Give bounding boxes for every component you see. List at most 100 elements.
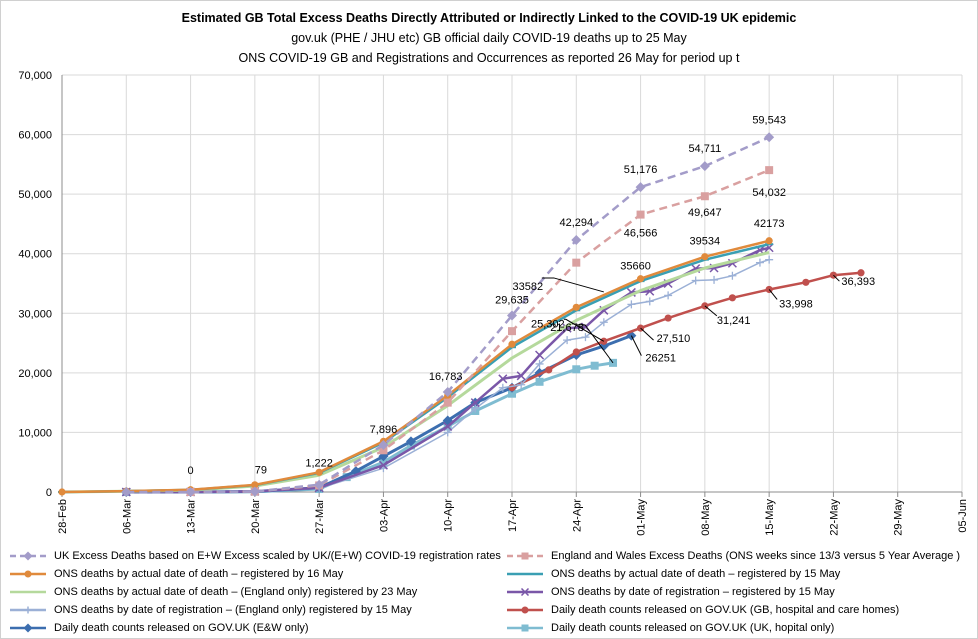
x-tick-label: 01-May [636, 499, 648, 536]
legend-marker [521, 606, 529, 613]
data-point [508, 340, 516, 348]
data-point [471, 404, 480, 413]
legend-marker [520, 587, 530, 596]
data-point [700, 192, 709, 201]
legend-swatch [507, 572, 543, 575]
legend-label: ONS deaths by actual date of death – (En… [54, 585, 418, 598]
x-tick-label: 20-Mar [250, 499, 262, 534]
legend-marker [23, 551, 33, 560]
annotation-leader [833, 274, 840, 282]
legend-item: ONS deaths by actual date of death – reg… [8, 565, 343, 582]
chart-plot: 0 10,000 20,000 30,000 40,000 50,000 60,000 70,… [18, 70, 969, 536]
x-tick-label: 10-Apr [443, 499, 455, 532]
legend-label: Daily death counts released on GOV.UK (G… [551, 603, 900, 616]
chart-subtitle-2: ONS COVID-19 GB and Registrations and Oc… [238, 51, 740, 65]
x-tick-label: 06-Mar [121, 499, 133, 534]
annotation-leader [640, 327, 654, 341]
data-point [572, 303, 580, 311]
data-label: 54,032 [752, 187, 786, 199]
legend-item: ONS deaths by date of registration – reg… [505, 583, 835, 600]
legend-item: ONS deaths by actual date of death – (En… [8, 583, 417, 600]
data-point [405, 436, 416, 447]
x-tick-label: 08-May [700, 499, 712, 536]
chart-subtitle-1: gov.uk (PHE / JHU etc) GB official daily… [291, 31, 687, 45]
data-point [314, 479, 325, 490]
data-point [379, 446, 388, 455]
data-label: 7,896 [370, 424, 398, 436]
data-point [664, 291, 673, 300]
data-point [535, 359, 544, 368]
data-point [563, 336, 572, 345]
series-line [61, 251, 770, 494]
data-label: 39534 [690, 235, 721, 247]
data-point [765, 255, 774, 264]
annotation-leader [630, 335, 642, 356]
x-tick-label: 24-Apr [571, 499, 583, 532]
data-label: 16,783 [429, 371, 463, 383]
y-tick-label: 20,000 [18, 368, 52, 380]
series-1 [186, 166, 774, 496]
data-point [185, 487, 196, 497]
y-tick-label: 70,000 [18, 70, 52, 82]
legend-marker [24, 570, 32, 577]
y-tick-label: 0 [46, 487, 52, 499]
chart-legend: UK Excess Deaths based on E+W Excess sca… [0, 545, 978, 637]
series-2 [58, 237, 773, 496]
data-label: 33,998 [779, 298, 813, 310]
legend-item: Daily death counts released on GOV.UK (E… [8, 619, 309, 636]
series-line [61, 239, 770, 494]
data-point [251, 481, 259, 489]
data-point [581, 333, 590, 342]
data-label: 21,678 [550, 322, 584, 334]
data-label: 42173 [754, 218, 785, 230]
legend-item: UK Excess Deaths based on E+W Excess sca… [8, 547, 501, 564]
data-label: 36,393 [841, 276, 875, 288]
chart-titles: Estimated GB Total Excess Deaths Directl… [0, 8, 978, 68]
data-label: 42,294 [559, 217, 593, 229]
data-point [498, 374, 508, 384]
data-point [636, 275, 645, 283]
x-tick-label: 05-Jun [957, 499, 969, 533]
data-label: 26251 [645, 353, 676, 365]
annotation-leader [768, 289, 778, 300]
data-point [378, 439, 389, 450]
data-point [507, 310, 517, 321]
y-tick-label: 30,000 [18, 308, 52, 320]
data-label: 29,635 [495, 294, 529, 306]
legend-item: England and Wales Excess Deaths (ONS wee… [505, 547, 960, 564]
data-point [635, 182, 646, 193]
series-7 [508, 269, 865, 392]
data-point [572, 365, 581, 374]
x-tick-label: 13-Mar [186, 499, 198, 534]
y-tick-label: 40,000 [18, 249, 52, 261]
y-tick-label: 50,000 [18, 189, 52, 201]
legend-label: UK Excess Deaths based on E+W Excess sca… [54, 549, 501, 562]
data-point [765, 166, 774, 175]
x-tick-label: 03-Apr [378, 499, 390, 532]
legend-item: ONS deaths by date of registration – (En… [8, 601, 412, 618]
data-point [600, 337, 608, 345]
series-line [126, 334, 632, 494]
legend-item: ONS deaths by actual date of death – reg… [505, 565, 840, 582]
legend-swatch [507, 552, 543, 559]
data-point [701, 253, 709, 261]
data-label: 27,510 [657, 333, 691, 345]
data-point [710, 275, 719, 284]
legend-swatch [507, 606, 543, 613]
annotation-leader [577, 324, 614, 364]
x-tick-label: 22-May [828, 499, 840, 536]
data-point [572, 258, 581, 267]
legend-item: Daily death counts released on GOV.UK (G… [505, 601, 899, 618]
legend-marker [521, 552, 529, 559]
data-point [664, 314, 672, 322]
data-point [728, 294, 737, 302]
data-point [508, 327, 516, 336]
legend-item: Daily death counts released on GOV.UK (U… [505, 619, 834, 636]
x-tick-label: 27-Mar [314, 499, 326, 534]
data-label: 0 [188, 465, 194, 477]
legend-label: Daily death counts released on GOV.UK (E… [54, 621, 309, 634]
series-0 [121, 132, 775, 497]
y-tick-label: 10,000 [18, 427, 52, 439]
data-point [699, 161, 710, 172]
